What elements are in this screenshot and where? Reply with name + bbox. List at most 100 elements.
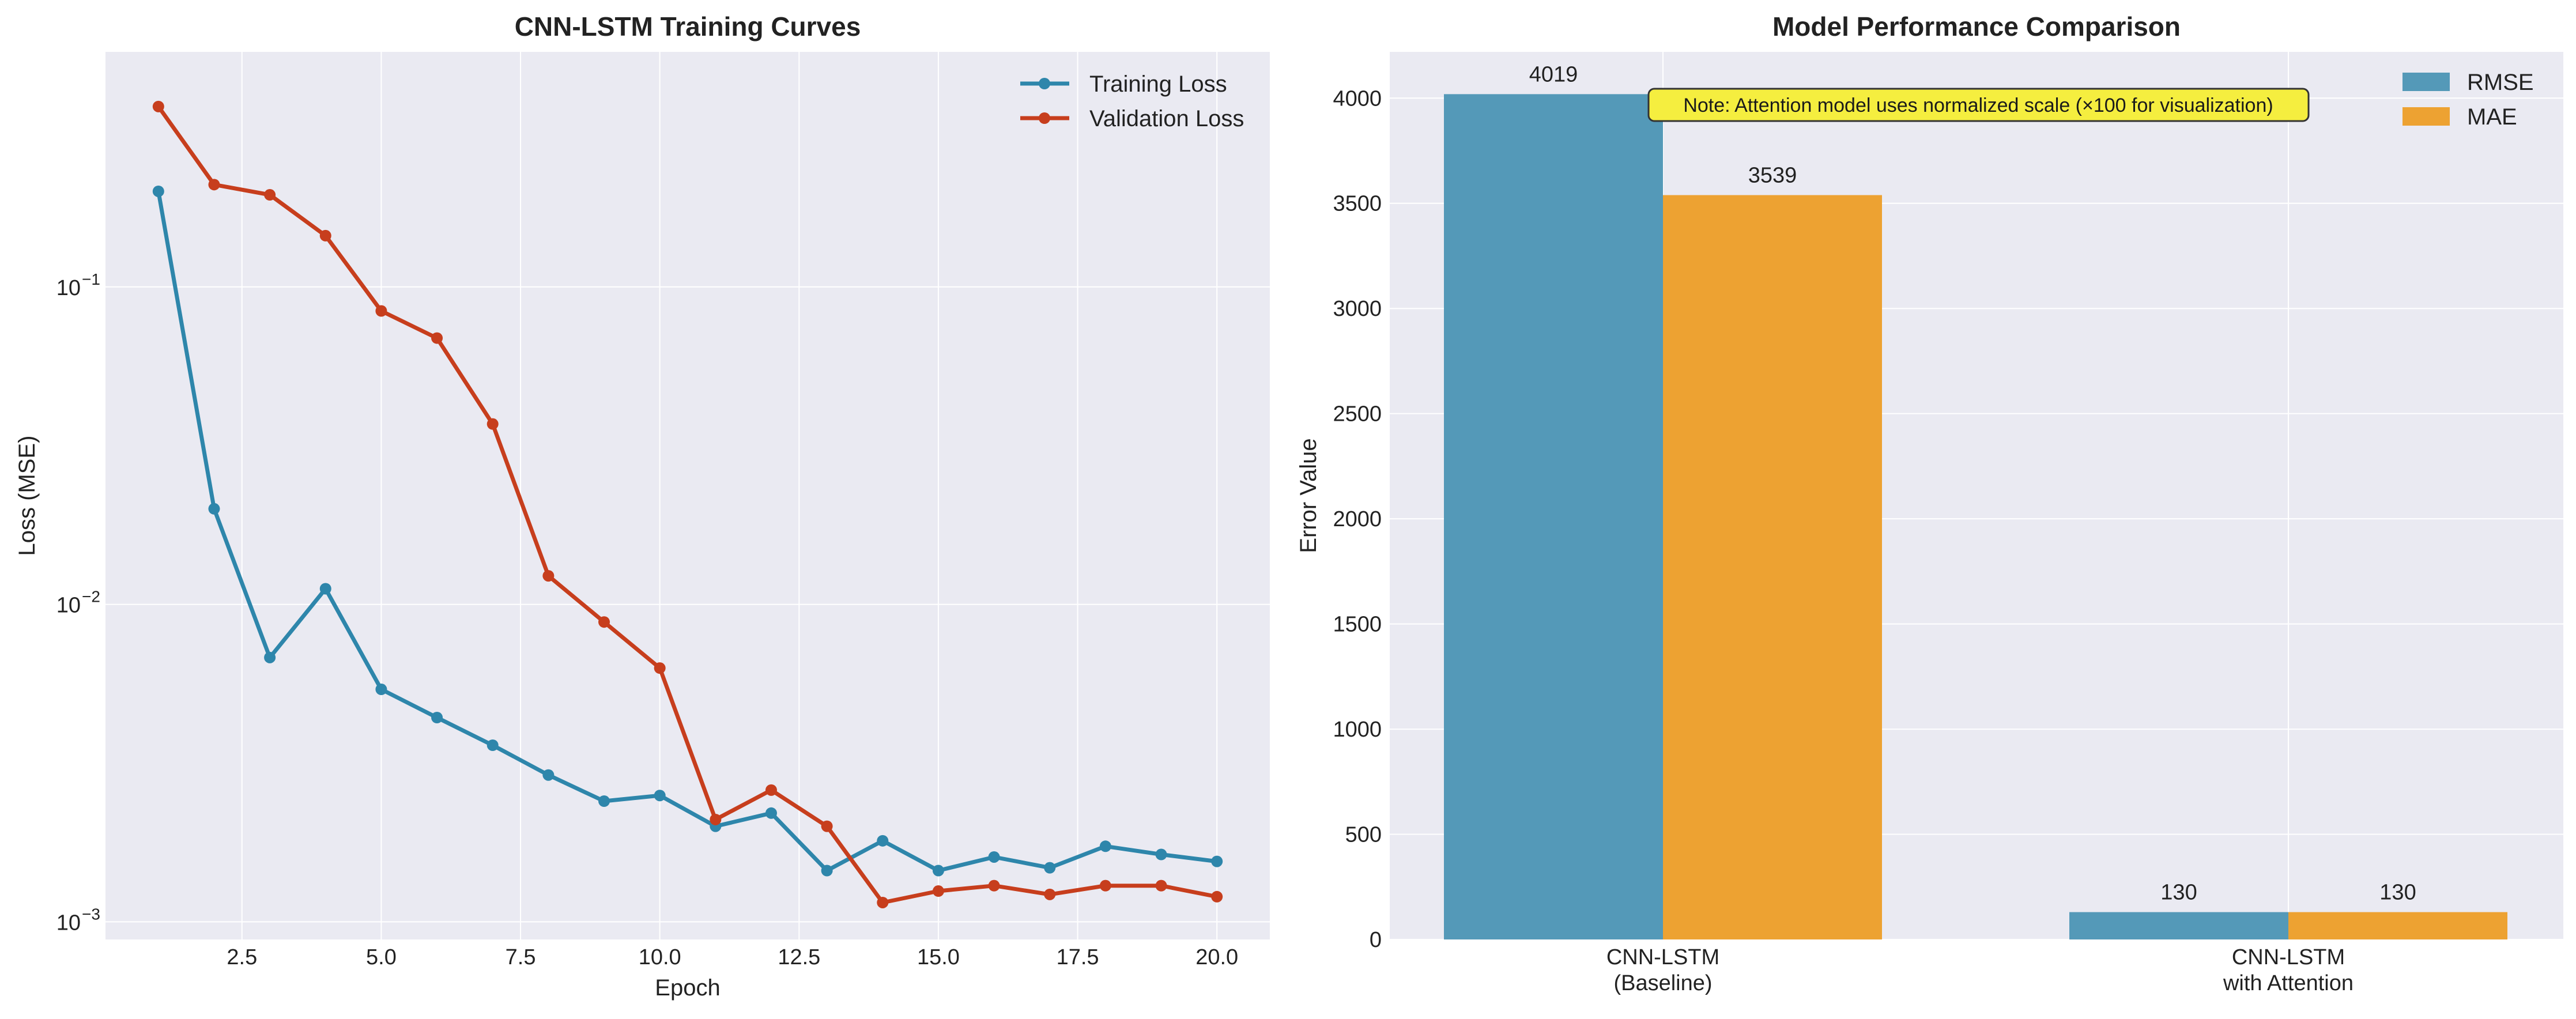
left-gridlines [105, 52, 1270, 939]
series-0-point-7 [542, 769, 555, 781]
series-0-point-0 [152, 185, 164, 197]
left-y-axis-label: Loss (MSE) [14, 436, 40, 556]
series-0-point-6 [486, 739, 499, 752]
left-y-tick-exponent-0: −3 [82, 905, 100, 923]
series-1-point-15 [988, 880, 1000, 892]
legend-marker-1 [1039, 112, 1050, 124]
series-1-point-9 [654, 662, 666, 674]
category-label-0-line2: (Baseline) [1613, 971, 1712, 995]
left-y-tick-label-1: 10 [56, 594, 81, 618]
series-1-point-5 [431, 332, 443, 344]
left-plot-area [105, 52, 1270, 939]
left-x-tick-label-6: 17.5 [1057, 945, 1099, 969]
series-0-point-3 [319, 583, 331, 595]
bar-value-label-1-1: 130 [2379, 881, 2416, 905]
series-line-0 [156, 189, 1219, 873]
bar-value-label-1-0: 3539 [1748, 164, 1797, 188]
left-x-tick-label-5: 15.0 [917, 945, 960, 969]
series-1-point-11 [765, 784, 777, 796]
right-y-tick-label-2: 1000 [1333, 718, 1382, 742]
left-x-tick-label-1: 5.0 [366, 945, 397, 969]
left-chart-title: CNN-LSTM Training Curves [515, 12, 861, 41]
bar-value-label-0-0: 4019 [1529, 62, 1578, 86]
bar-series-0: 4019 130 [1444, 62, 2288, 939]
series-1-point-1 [208, 179, 220, 191]
left-y-tick-label-0: 10 [56, 911, 81, 935]
right-y-tick-label-0: 0 [1370, 928, 1382, 952]
series-0-point-14 [932, 865, 944, 877]
series-0-point-15 [988, 851, 1000, 863]
right-legend-swatch-1 [2402, 107, 2450, 126]
series-1-point-2 [264, 189, 276, 201]
right-y-tick-labels: 0 500 1000 1500 2000 2500 3000 3500 4000 [1333, 86, 1382, 952]
series-line-1 [156, 104, 1219, 905]
series-1-point-3 [319, 229, 331, 241]
left-x-tick-labels: 2.5 5.0 7.5 10.0 12.5 15.0 17.5 20.0 [227, 945, 1238, 969]
left-y-tick-exponent-2: −1 [82, 270, 100, 288]
series-0-point-8 [598, 795, 610, 807]
series-1-point-13 [877, 896, 889, 908]
bar-0-1 [2069, 912, 2288, 939]
series-0-point-17 [1099, 840, 1111, 852]
series-0-point-12 [821, 865, 833, 877]
right-legend-label-1: MAE [2467, 104, 2517, 130]
right-y-tick-label-6: 3000 [1333, 297, 1382, 321]
series-1-point-19 [1211, 890, 1223, 903]
bar-value-label-0-1: 130 [2160, 881, 2197, 905]
series-0-point-18 [1155, 848, 1167, 861]
series-1-point-8 [598, 616, 610, 628]
series-1-point-10 [710, 813, 722, 825]
right-y-tick-label-1: 500 [1345, 823, 1382, 847]
left-x-tick-label-0: 2.5 [227, 945, 257, 969]
left-x-tick-label-2: 7.5 [506, 945, 536, 969]
left-x-tick-label-4: 12.5 [778, 945, 820, 969]
bar-1-1 [2288, 912, 2507, 939]
category-label-0-line1: CNN-LSTM [1606, 945, 1719, 969]
performance-comparison-panel: Model Performance Comparison 40191303539… [1296, 12, 2563, 995]
right-y-tick-label-8: 4000 [1333, 86, 1382, 111]
bar-1-0 [1663, 195, 1882, 939]
left-y-tick-exponent-1: −2 [82, 588, 100, 606]
series-0-point-16 [1044, 862, 1056, 874]
series-0-point-13 [877, 835, 889, 847]
right-bars-group: 4019 130 3539 130 [1444, 62, 2507, 939]
right-y-tick-label-5: 2500 [1333, 402, 1382, 427]
series-1 [152, 100, 1223, 908]
right-y-tick-label-3: 1500 [1333, 613, 1382, 637]
left-y-tick-labels: 10−310−210−1 [56, 270, 100, 935]
left-x-tick-label-7: 20.0 [1195, 945, 1238, 969]
series-0-point-1 [208, 503, 220, 515]
series-1-point-18 [1155, 880, 1167, 892]
left-series-group [152, 100, 1223, 908]
left-legend: Training Loss Validation Loss [1020, 71, 1244, 131]
left-x-axis-label: Epoch [655, 975, 720, 1001]
legend-label-0: Training Loss [1089, 71, 1227, 97]
training-curves-panel: CNN-LSTM Training Curves 2.5 5.0 7.5 10.0 12… [14, 12, 1270, 1001]
category-label-1-line2: with Attention [2223, 971, 2354, 995]
series-0-point-11 [765, 807, 777, 819]
right-legend: RMSE MAE [2402, 70, 2534, 130]
right-y-tick-label-7: 3500 [1333, 192, 1382, 216]
series-0-point-5 [431, 712, 443, 723]
series-1-point-4 [375, 305, 387, 317]
series-0-point-2 [264, 651, 276, 663]
category-label-1-line1: CNN-LSTM [2232, 945, 2345, 969]
series-0-point-9 [654, 790, 666, 802]
bar-0-0 [1444, 94, 1663, 939]
annotation-text: Note: Attention model uses normalized sc… [1683, 95, 2273, 116]
left-y-tick-label-2: 10 [56, 276, 81, 300]
series-1-point-17 [1099, 880, 1111, 892]
legend-label-1: Validation Loss [1089, 106, 1244, 131]
left-x-tick-label-3: 10.0 [639, 945, 681, 969]
right-y-axis-label: Error Value [1296, 438, 1321, 553]
bar-series-1: 3539 130 [1663, 164, 2507, 939]
series-1-point-14 [932, 885, 944, 897]
series-0 [152, 185, 1223, 877]
series-1-point-6 [486, 418, 499, 430]
series-1-point-12 [821, 820, 833, 832]
attention-note-annotation: Note: Attention model uses normalized sc… [1647, 88, 2310, 122]
right-legend-label-0: RMSE [2467, 70, 2534, 95]
legend-marker-0 [1039, 78, 1050, 89]
